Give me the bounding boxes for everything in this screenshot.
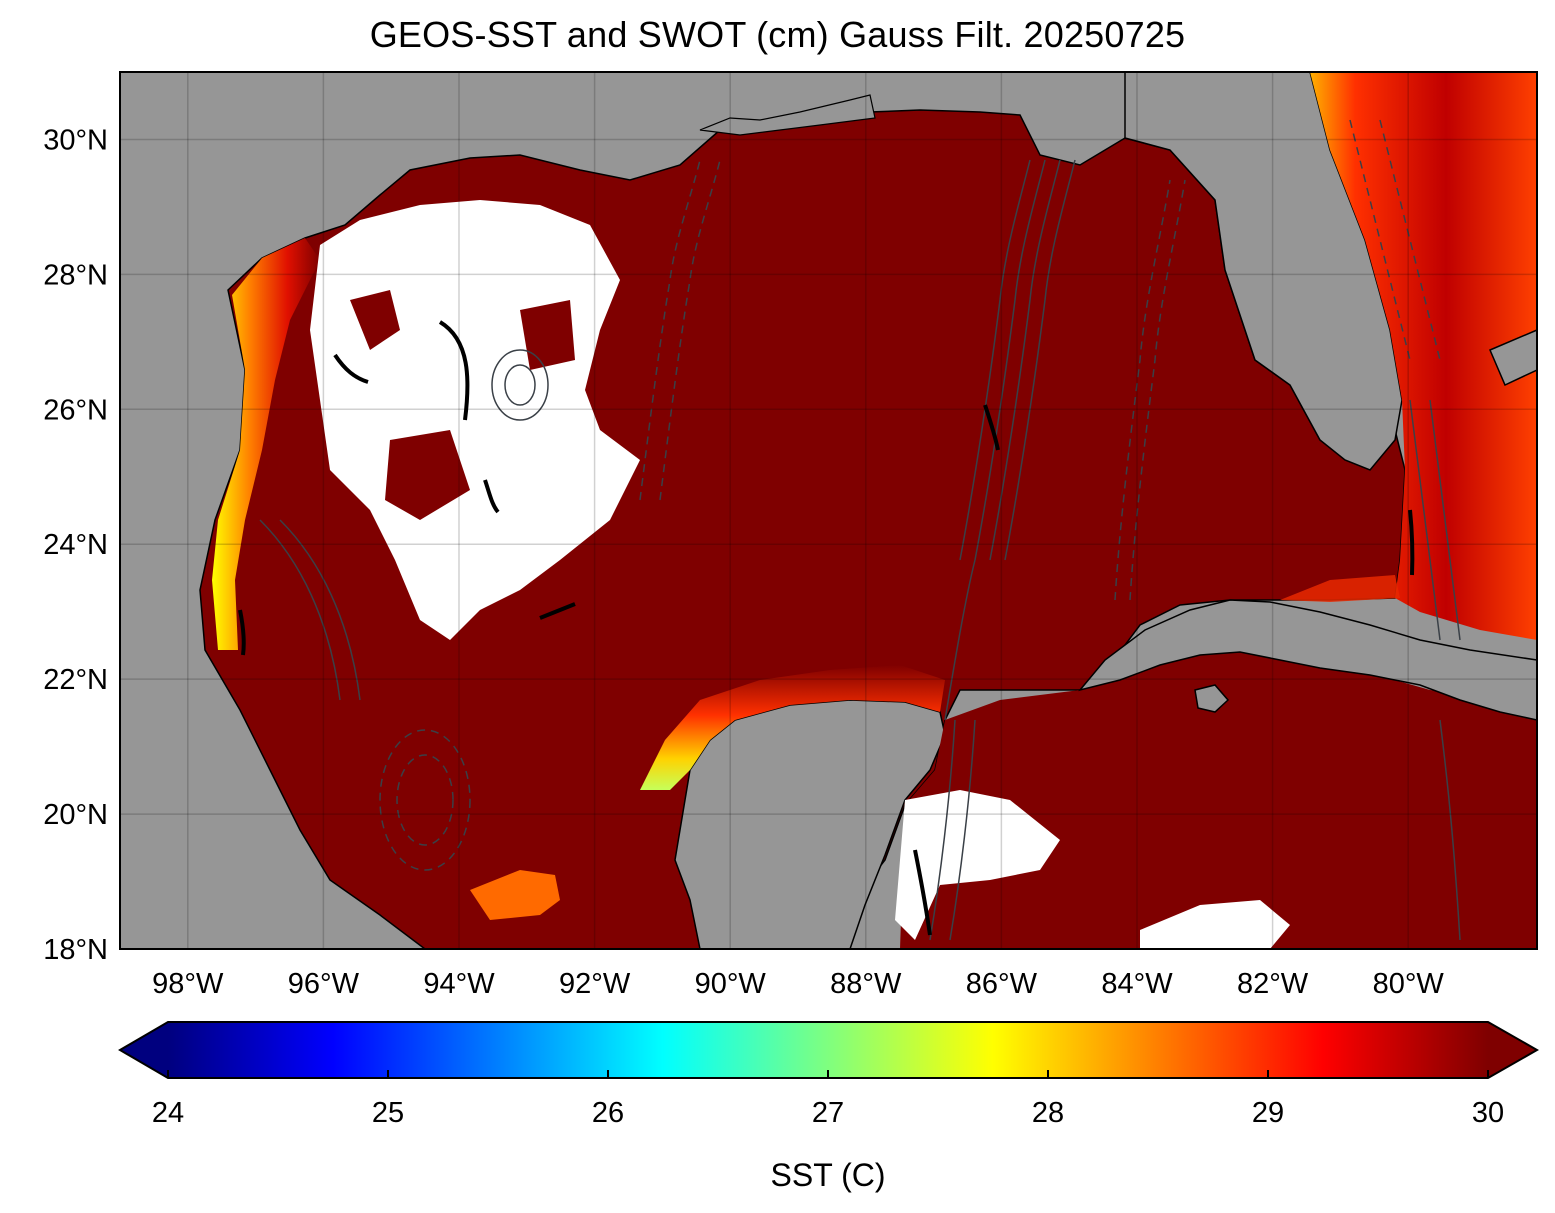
missing-data-patch-3 [520,300,575,370]
missing-data-caribbean-south [1140,900,1290,949]
colorbar-tick-label: 28 [1032,1097,1064,1129]
lon-tick-label: 98°W [152,968,224,1000]
bahamas-land [1489,329,1537,387]
colorbar-tick-label: 27 [812,1097,844,1129]
colorbar-tick-label: 30 [1472,1097,1504,1129]
colorbar-extend-high [1488,1022,1537,1078]
lon-tick-label: 96°W [288,968,360,1000]
lat-tick-label: 22°N [43,664,108,696]
gridlines [120,72,1537,949]
lat-axis: 30°N 28°N 26°N 24°N 22°N 20°N 18°N [43,124,108,966]
lat-tick-label: 26°N [43,394,108,426]
lat-tick-label: 18°N [43,934,108,966]
isla-de-la-juventud [1194,684,1230,713]
ssh-zero-contours [238,320,1415,936]
missing-data-caribbean [895,790,1060,940]
colorbar-body [168,1022,1488,1078]
colorbar-label: SST (C) [771,1157,886,1193]
cuba-land [1077,599,1537,721]
lon-tick-label: 84°W [1101,968,1173,1000]
map-frame [119,71,1538,950]
missing-data-patch-2 [385,430,470,520]
lon-tick-label: 90°W [695,968,767,1000]
lat-tick-label: 20°N [43,799,108,831]
colorbar-ticks: 24 25 26 27 28 29 30 [152,1070,1504,1129]
yucatan-land [674,699,946,949]
lat-tick-label: 24°N [43,529,108,561]
missing-data-patch-1 [350,290,400,350]
campeche-warm-patch [470,870,560,920]
lat-tick-label: 28°N [43,259,108,291]
atlantic-ocean [1310,72,1537,640]
yucatan-warm-band [640,665,945,790]
colorbar-tick-label: 24 [152,1097,184,1129]
lon-axis: 98°W 96°W 94°W 92°W 90°W 88°W 86°W 84°W 82°W 80°W [152,968,1444,1000]
lon-tick-label: 80°W [1373,968,1445,1000]
lon-tick-label: 88°W [830,968,902,1000]
mississippi-delta [699,94,876,136]
lat-tick-label: 30°N [43,124,108,156]
colorbar-tick-label: 25 [372,1097,404,1129]
lon-tick-label: 94°W [423,968,495,1000]
ssh-contours [259,119,1461,941]
colorbar-tick-label: 29 [1252,1097,1284,1129]
lon-tick-label: 92°W [559,968,631,1000]
caribbean-ocean [900,640,1537,949]
straits-warm-band [1280,575,1400,602]
lon-tick-label: 82°W [1237,968,1309,1000]
figure-title: GEOS-SST and SWOT (cm) Gauss Filt. 20250… [369,14,1186,55]
colorbar-tick-label: 26 [592,1097,624,1129]
lon-tick-label: 86°W [966,968,1038,1000]
colorbar-extend-low [120,1022,168,1078]
west-coast-warm-band [212,238,320,650]
